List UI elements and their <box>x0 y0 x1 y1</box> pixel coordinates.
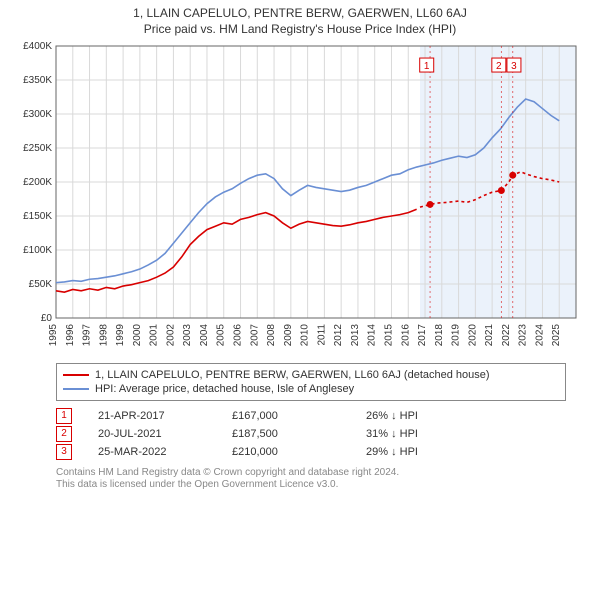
svg-text:£100K: £100K <box>23 245 52 256</box>
chart-svg: £0 £50K £100K £150K £200K £250K £300K £350K £400… <box>10 42 590 352</box>
svg-text:2013: 2013 <box>350 324 361 347</box>
transaction-diff: 31% ↓ HPI <box>366 425 474 443</box>
transactions-table: 1 21-APR-2017 £167,000 26% ↓ HPI 2 20-JU… <box>56 407 566 461</box>
transaction-price: £210,000 <box>232 443 340 461</box>
transaction-date: 21-APR-2017 <box>98 407 206 425</box>
transaction-diff: 26% ↓ HPI <box>366 407 474 425</box>
svg-text:2007: 2007 <box>249 324 260 347</box>
svg-text:2022: 2022 <box>501 324 512 347</box>
transaction-marker-2: 2 <box>56 426 72 442</box>
svg-text:£300K: £300K <box>23 109 52 120</box>
legend-label-property: 1, LLAIN CAPELULO, PENTRE BERW, GAERWEN,… <box>95 368 490 382</box>
svg-text:2016: 2016 <box>400 324 411 347</box>
svg-text:2005: 2005 <box>216 324 227 347</box>
price-chart: £0 £50K £100K £150K £200K £250K £300K £350K £400… <box>10 42 590 355</box>
legend-swatch-property <box>63 374 89 376</box>
svg-text:2021: 2021 <box>484 324 495 347</box>
transaction-row: 1 21-APR-2017 £167,000 26% ↓ HPI <box>56 407 566 425</box>
svg-text:1998: 1998 <box>98 324 109 347</box>
legend-item-property: 1, LLAIN CAPELULO, PENTRE BERW, GAERWEN,… <box>63 368 559 382</box>
page-subtitle: Price paid vs. HM Land Registry's House … <box>10 22 590 36</box>
legend-box: 1, LLAIN CAPELULO, PENTRE BERW, GAERWEN,… <box>56 363 566 401</box>
svg-text:2009: 2009 <box>283 324 294 347</box>
svg-text:2000: 2000 <box>132 324 143 347</box>
svg-text:£200K: £200K <box>23 177 52 188</box>
transaction-date: 25-MAR-2022 <box>98 443 206 461</box>
transaction-price: £167,000 <box>232 407 340 425</box>
transaction-marker-3: 3 <box>56 444 72 460</box>
svg-text:2001: 2001 <box>149 324 160 347</box>
transaction-diff: 29% ↓ HPI <box>366 443 474 461</box>
svg-text:£0: £0 <box>41 313 53 324</box>
svg-text:2025: 2025 <box>551 324 562 347</box>
svg-text:2011: 2011 <box>316 324 327 346</box>
svg-text:£250K: £250K <box>23 143 52 154</box>
svg-text:2017: 2017 <box>417 324 428 347</box>
transaction-marker-num: 2 <box>61 425 67 443</box>
transaction-marker-1: 1 <box>56 408 72 424</box>
footer-line-1: Contains HM Land Registry data © Crown c… <box>56 467 566 479</box>
transaction-marker-num: 3 <box>61 443 67 461</box>
footer-attribution: Contains HM Land Registry data © Crown c… <box>56 467 566 491</box>
svg-text:£400K: £400K <box>23 42 52 52</box>
transaction-marker-num: 1 <box>61 407 67 425</box>
transaction-price: £187,500 <box>232 425 340 443</box>
svg-text:2024: 2024 <box>534 324 545 347</box>
svg-text:2: 2 <box>496 61 502 72</box>
svg-text:2006: 2006 <box>233 324 244 347</box>
svg-text:1995: 1995 <box>48 324 59 347</box>
svg-text:1: 1 <box>424 61 430 72</box>
svg-text:2012: 2012 <box>333 324 344 347</box>
svg-text:2023: 2023 <box>518 324 529 347</box>
svg-text:2014: 2014 <box>367 324 378 347</box>
svg-text:£350K: £350K <box>23 75 52 86</box>
legend-swatch-hpi <box>63 388 89 390</box>
svg-text:£150K: £150K <box>23 211 52 222</box>
svg-text:3: 3 <box>511 61 517 72</box>
legend-item-hpi: HPI: Average price, detached house, Isle… <box>63 382 559 396</box>
svg-text:2015: 2015 <box>383 324 394 347</box>
svg-text:2003: 2003 <box>182 324 193 347</box>
svg-text:1999: 1999 <box>115 324 126 347</box>
svg-text:1997: 1997 <box>82 324 93 347</box>
svg-text:2020: 2020 <box>467 324 478 347</box>
svg-text:£50K: £50K <box>29 279 53 290</box>
svg-text:2018: 2018 <box>434 324 445 347</box>
footer-line-2: This data is licensed under the Open Gov… <box>56 479 566 491</box>
svg-text:2010: 2010 <box>300 324 311 347</box>
svg-text:2002: 2002 <box>165 324 176 347</box>
transaction-row: 2 20-JUL-2021 £187,500 31% ↓ HPI <box>56 425 566 443</box>
svg-text:2004: 2004 <box>199 324 210 347</box>
legend-label-hpi: HPI: Average price, detached house, Isle… <box>95 382 354 396</box>
svg-text:2008: 2008 <box>266 324 277 347</box>
svg-text:1996: 1996 <box>65 324 76 347</box>
svg-text:2019: 2019 <box>451 324 462 347</box>
transaction-date: 20-JUL-2021 <box>98 425 206 443</box>
page-title: 1, LLAIN CAPELULO, PENTRE BERW, GAERWEN,… <box>10 6 590 20</box>
transaction-row: 3 25-MAR-2022 £210,000 29% ↓ HPI <box>56 443 566 461</box>
